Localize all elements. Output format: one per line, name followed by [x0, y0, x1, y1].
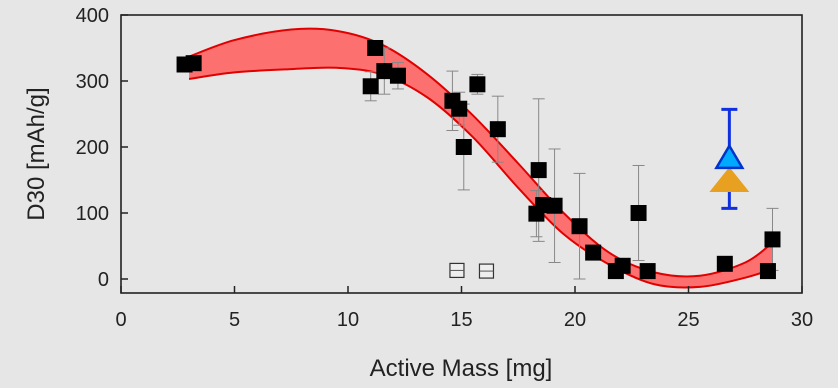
x-tick-label: 0	[115, 309, 126, 331]
data-point	[185, 55, 202, 72]
data-point	[455, 139, 472, 155]
orange-triangle-point	[709, 167, 750, 192]
x-axis-ticks: 0 5 10 15 20 25 30	[115, 286, 813, 331]
data-point	[451, 100, 468, 117]
data-point	[546, 197, 563, 214]
data-point	[764, 231, 781, 248]
data-point	[376, 63, 393, 80]
data-point	[530, 162, 547, 179]
blue-triangle-point	[714, 143, 745, 170]
data-point	[469, 76, 486, 93]
x-tick-label: 5	[229, 309, 240, 331]
data-point	[630, 205, 647, 221]
band-lower-edge	[188, 66, 773, 289]
x-tick-label: 30	[791, 309, 813, 331]
data-point	[716, 255, 733, 272]
x-tick-label: 10	[337, 309, 359, 331]
y-tick-label: 300	[76, 71, 109, 93]
y-tick-label: 400	[76, 5, 109, 27]
y-tick-label: 200	[76, 137, 109, 159]
y-axis-label: D30 [mAh/g]	[23, 87, 50, 220]
x-axis-label: Active Mass [mg]	[370, 355, 553, 382]
y-tick-label: 0	[98, 269, 109, 291]
data-point	[362, 78, 379, 95]
x-tick-label: 25	[677, 309, 699, 331]
data-point	[585, 244, 602, 261]
data-point	[571, 218, 588, 235]
data-point	[759, 263, 776, 280]
data-point	[639, 263, 656, 280]
x-tick-label: 20	[564, 309, 586, 331]
data-point	[367, 40, 384, 56]
y-tick-label: 100	[76, 203, 109, 225]
data-markers	[176, 40, 781, 280]
data-point	[489, 121, 506, 138]
x-tick-label: 15	[450, 309, 472, 331]
band-fill	[189, 28, 773, 288]
y-axis-ticks: 0 100 200 300 400	[76, 5, 128, 291]
data-point	[614, 257, 631, 274]
data-point	[389, 67, 406, 84]
